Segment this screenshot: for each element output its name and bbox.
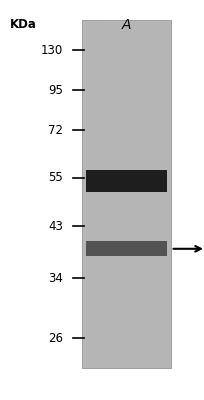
- Text: 130: 130: [41, 44, 63, 56]
- Text: 95: 95: [48, 84, 63, 96]
- FancyBboxPatch shape: [86, 241, 167, 256]
- Text: 72: 72: [48, 124, 63, 136]
- Text: 34: 34: [48, 272, 63, 284]
- FancyBboxPatch shape: [86, 170, 167, 192]
- Text: 55: 55: [48, 172, 63, 184]
- Text: 26: 26: [48, 332, 63, 344]
- FancyBboxPatch shape: [82, 20, 171, 368]
- Text: 43: 43: [48, 220, 63, 232]
- Text: KDa: KDa: [10, 18, 37, 31]
- Text: A: A: [122, 18, 131, 32]
